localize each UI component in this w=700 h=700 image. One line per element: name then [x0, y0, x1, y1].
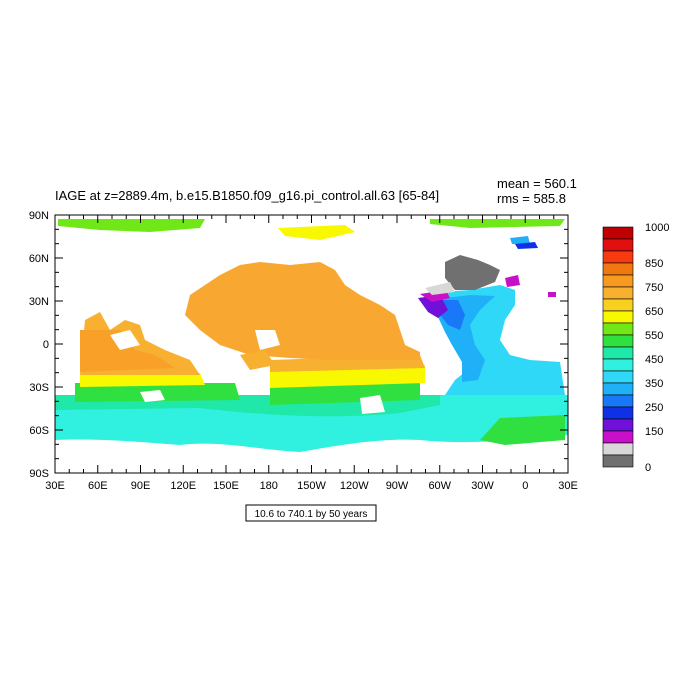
- x-tick-label: 150E: [213, 480, 239, 492]
- colorbar-swatch: [602, 238, 634, 252]
- colorbar-swatch: [602, 454, 634, 468]
- x-tick-label: 30E: [558, 480, 578, 492]
- x-tick-label: 90E: [131, 480, 151, 492]
- y-tick-label: 90S: [29, 468, 49, 480]
- colorbar-label: 450: [645, 354, 663, 366]
- north-pacific-region: [185, 262, 420, 360]
- colorbar-swatch: [602, 274, 634, 288]
- colorbar-label: 550: [645, 330, 663, 342]
- x-axis-ticks: 30E 60E 90E 120E 150E 180 150W 120W 90W 60W 30W 0 30…: [45, 215, 578, 492]
- colorbar-swatch: [602, 334, 634, 348]
- plot-title: IAGE at z=2889.4m, b.e15.B1850.f09_g16.p…: [55, 188, 439, 203]
- y-tick-label: 60S: [29, 425, 49, 437]
- y-tick-label: 30N: [29, 296, 49, 308]
- x-tick-label: 60E: [88, 480, 108, 492]
- range-label: 10.6 to 740.1 by 50 years: [255, 509, 368, 520]
- colorbar-swatch: [602, 358, 634, 372]
- colorbar-swatch: [602, 286, 634, 300]
- x-tick-label: 180: [260, 480, 278, 492]
- colorbar-label: 650: [645, 306, 663, 318]
- x-tick-label: 60W: [428, 480, 451, 492]
- southern-ocean-region: [55, 395, 568, 452]
- y-tick-label: 60N: [29, 253, 49, 265]
- map-field: [55, 215, 568, 473]
- colorbar-swatch: [602, 418, 634, 432]
- colorbar-swatch: [602, 394, 634, 408]
- y-tick-label: 0: [43, 339, 49, 351]
- colorbar-swatch: [602, 382, 634, 396]
- colorbar-label: 250: [645, 402, 663, 414]
- x-tick-label: 0: [522, 480, 528, 492]
- colorbar-label: 1000: [645, 222, 669, 234]
- colorbar-swatch: [602, 250, 634, 264]
- x-tick-label: 120W: [340, 480, 369, 492]
- colorbar-label: 850: [645, 258, 663, 270]
- rms-stat: rms = 585.8: [497, 191, 566, 206]
- colorbar-label: 750: [645, 282, 663, 294]
- colorbar-label: 350: [645, 378, 663, 390]
- colorbar: 1000 850 750 650 550 450 350 250 150 0: [602, 222, 669, 474]
- colorbar-swatch: [602, 310, 634, 324]
- colorbar-swatch: [602, 346, 634, 360]
- colorbar-swatch: [602, 442, 634, 456]
- y-tick-label: 90N: [29, 210, 49, 222]
- x-tick-label: 30E: [45, 480, 65, 492]
- colorbar-swatch: [602, 370, 634, 384]
- arctic-green-region: [58, 219, 205, 232]
- colorbar-swatch: [602, 226, 634, 240]
- colorbar-swatch: [602, 262, 634, 276]
- mean-stat: mean = 560.1: [497, 176, 577, 191]
- colorbar-label: 0: [645, 462, 651, 474]
- colorbar-swatch: [602, 322, 634, 336]
- x-tick-label: 90W: [386, 480, 409, 492]
- y-tick-label: 30S: [29, 382, 49, 394]
- x-tick-label: 120E: [170, 480, 196, 492]
- arctic-yellow-region: [278, 225, 355, 240]
- x-tick-label: 150W: [297, 480, 326, 492]
- range-label-box: [245, 504, 377, 522]
- colorbar-label: 150: [645, 426, 663, 438]
- nordic-seas-region: [445, 255, 500, 290]
- y-axis-ticks: 90N 60N 30N 0 30S 60S 90S: [29, 210, 568, 480]
- colorbar-swatch: [602, 298, 634, 312]
- colorbar-swatch: [602, 406, 634, 420]
- x-tick-label: 30W: [471, 480, 494, 492]
- colorbar-swatch: [602, 430, 634, 444]
